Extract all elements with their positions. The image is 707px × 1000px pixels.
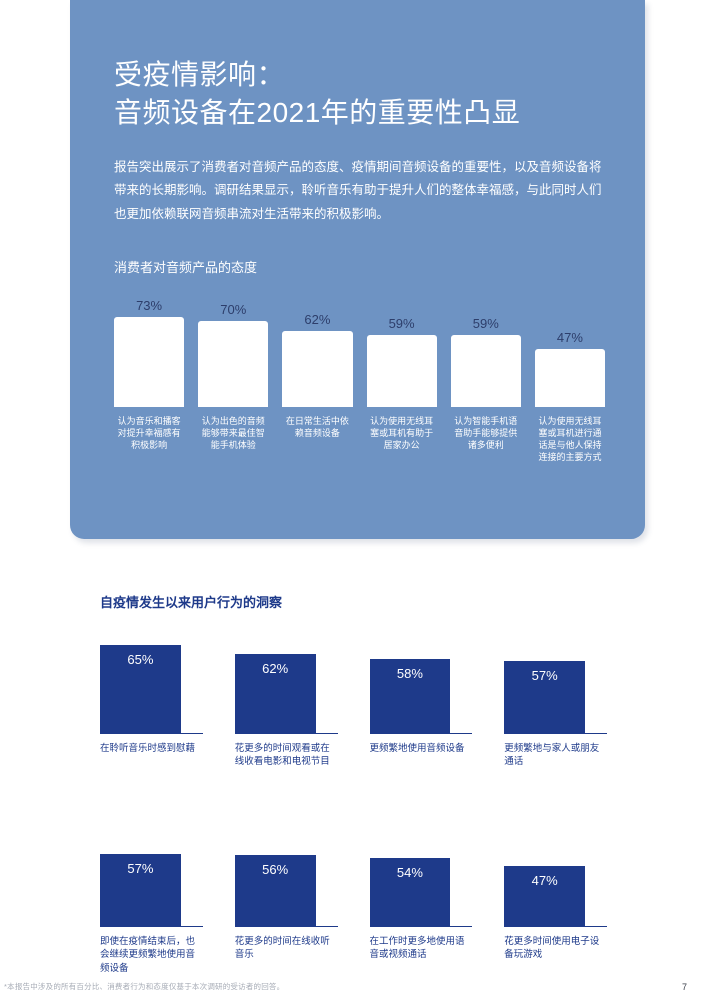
behavior-bar-caption: 花更多的时间观看或在线收看电影和电视节目 [235, 742, 338, 784]
attitude-bar-column: 59% 认为使用无线耳塞或耳机有助于居家办公 [367, 316, 437, 487]
behavior-bar-caption: 更频繁地与家人或朋友通话 [504, 742, 607, 784]
behavior-bar-column: 57% 即使在疫情结束后，也会继续更频繁地使用音频设备 [100, 832, 203, 977]
behavior-bar-caption: 在聆听音乐时感到慰藉 [100, 742, 203, 784]
behavior-bar-column: 57% 更频繁地与家人或朋友通话 [504, 639, 607, 784]
attitude-bar-column: 73% 认为音乐和播客对提升幸福感有积极影响 [114, 298, 184, 487]
behavior-bar-column: 62% 花更多的时间观看或在线收看电影和电视节目 [235, 639, 338, 784]
intro-paragraph: 报告突出展示了消费者对音频产品的态度、疫情期间音频设备的重要性，以及音频设备将带… [114, 156, 605, 227]
attitude-bar-value: 59% [473, 316, 499, 331]
behavior-bar-column: 65% 在聆听音乐时感到慰藉 [100, 639, 203, 784]
attitude-bar-chart: 73% 认为音乐和播客对提升幸福感有积极影响 70% 认为出色的音频能够带来最佳智能手… [114, 292, 605, 487]
attitude-bar-value: 62% [304, 312, 330, 327]
behavior-bar-box: 62% [235, 639, 338, 734]
behavior-bar-box: 47% [504, 832, 607, 927]
behavior-bar-box: 54% [370, 832, 473, 927]
behavior-bar-box: 65% [100, 639, 203, 734]
behavior-bar-value: 62% [235, 661, 316, 676]
behavior-bar-row: 65% 在聆听音乐时感到慰藉 62% 花更多的时间观看或在线收看电影和电视节目 58% 更… [100, 639, 607, 784]
attitude-bar-caption: 在日常生活中依赖音频设备 [282, 415, 352, 487]
footnote-text: *本报告中涉及的所有百分比、消费者行为和态度仅基于本次调研的受访者的回答。 [4, 981, 284, 992]
behavior-bar-caption: 花更多时间使用电子设备玩游戏 [504, 935, 607, 977]
attitude-bar [367, 335, 437, 407]
attitude-bar [451, 335, 521, 407]
page-number: 7 [682, 982, 687, 992]
attitude-bar-caption: 认为出色的音频能够带来最佳智能手机体验 [198, 415, 268, 487]
attitude-bar-caption: 认为使用无线耳塞或耳机有助于居家办公 [367, 415, 437, 487]
behavior-bar-box: 58% [370, 639, 473, 734]
behavior-bar-box: 57% [100, 832, 203, 927]
behavior-bar-caption: 花更多的时间在线收听音乐 [235, 935, 338, 977]
attitude-bar-value: 59% [389, 316, 415, 331]
attitude-bar [282, 331, 352, 407]
behavior-bar-column: 58% 更频繁地使用音频设备 [370, 639, 473, 784]
behavior-bar-caption: 在工作时更多地使用语音或视频通话 [370, 935, 473, 977]
behavior-bar-value: 58% [370, 666, 451, 681]
behavior-bar-value: 57% [504, 668, 585, 683]
attitude-bar-column: 47% 认为使用无线耳塞或耳机进行通话是与他人保持连接的主要方式 [535, 330, 605, 487]
attitude-bar-column: 70% 认为出色的音频能够带来最佳智能手机体验 [198, 302, 268, 487]
title-line-2: 音频设备在2021年的重要性凸显 [114, 97, 520, 128]
behavior-bar-grid: 65% 在聆听音乐时感到慰藉 62% 花更多的时间观看或在线收看电影和电视节目 58% 更… [100, 639, 607, 977]
behavior-section: 自疫情发生以来用户行为的洞察 65% 在聆听音乐时感到慰藉 62% 花更多的时间观看或… [100, 592, 607, 977]
title-line-1: 受疫情影响： [114, 59, 285, 90]
attitude-bar-column: 62% 在日常生活中依赖音频设备 [282, 312, 352, 487]
attitude-bar [114, 317, 184, 407]
attitude-chart-heading: 消费者对音频产品的态度 [114, 257, 605, 276]
attitude-bar [535, 349, 605, 407]
behavior-bar-caption: 即使在疫情结束后，也会继续更频繁地使用音频设备 [100, 935, 203, 977]
hero-blue-card: 受疫情影响： 音频设备在2021年的重要性凸显 报告突出展示了消费者对音频产品的… [70, 0, 645, 539]
behavior-bar-value: 57% [100, 861, 181, 876]
attitude-bar-column: 59% 认为智能手机语音助手能够提供诸多便利 [451, 316, 521, 487]
behavior-bar-column: 56% 花更多的时间在线收听音乐 [235, 832, 338, 977]
behavior-bar-box: 56% [235, 832, 338, 927]
attitude-bar-caption: 认为音乐和播客对提升幸福感有积极影响 [114, 415, 184, 487]
attitude-bar [198, 321, 268, 407]
behavior-bar-column: 54% 在工作时更多地使用语音或视频通话 [370, 832, 473, 977]
attitude-bar-caption: 认为智能手机语音助手能够提供诸多便利 [451, 415, 521, 487]
behavior-bar-caption: 更频繁地使用音频设备 [370, 742, 473, 784]
behavior-bar-row: 57% 即使在疫情结束后，也会继续更频繁地使用音频设备 56% 花更多的时间在线收听音… [100, 832, 607, 977]
attitude-bar-caption: 认为使用无线耳塞或耳机进行通话是与他人保持连接的主要方式 [535, 415, 605, 487]
behavior-bar-value: 65% [100, 652, 181, 667]
behavior-bar-value: 47% [504, 873, 585, 888]
attitude-bar-value: 73% [136, 298, 162, 313]
page-title: 受疫情影响： 音频设备在2021年的重要性凸显 [114, 56, 605, 132]
attitude-bar-value: 47% [557, 330, 583, 345]
behavior-chart-heading: 自疫情发生以来用户行为的洞察 [100, 592, 607, 611]
attitude-bar-value: 70% [220, 302, 246, 317]
behavior-bar-column: 47% 花更多时间使用电子设备玩游戏 [504, 832, 607, 977]
behavior-bar-value: 56% [235, 862, 316, 877]
behavior-bar-value: 54% [370, 865, 451, 880]
behavior-bar-box: 57% [504, 639, 607, 734]
